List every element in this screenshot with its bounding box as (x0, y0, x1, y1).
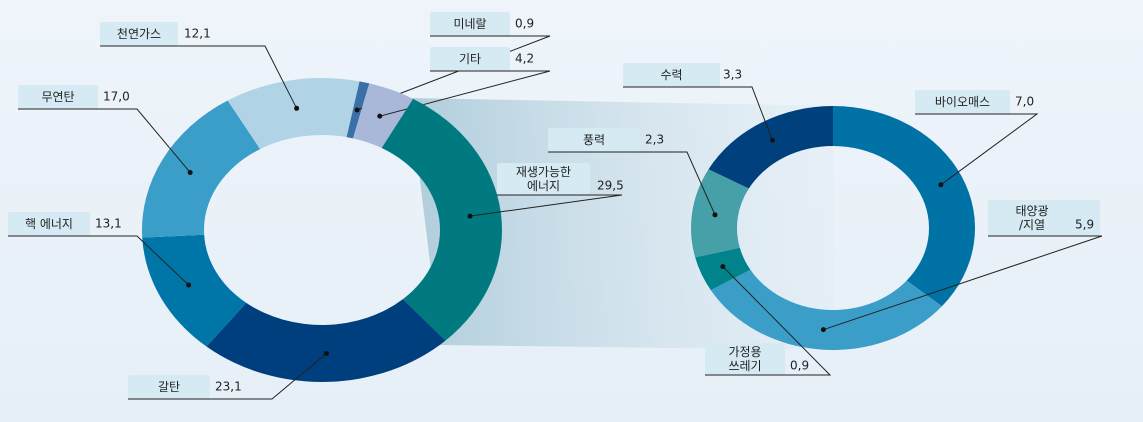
category-label: 핵 에너지 (25, 217, 73, 231)
donut-segment (708, 106, 833, 189)
category-label: 갈탄 (158, 380, 180, 394)
leader-dot (467, 213, 473, 219)
category-line: /지열 (1019, 218, 1045, 232)
category-label: 미네랄 (453, 17, 486, 31)
leader-line (128, 353, 327, 400)
leader-line (8, 235, 189, 286)
leader-dot (377, 113, 383, 119)
leader-dot (820, 327, 826, 333)
leader-line (379, 70, 551, 117)
value-label: 23,1 (215, 380, 242, 394)
value-label: 4,2 (515, 52, 534, 66)
category-line: 수력 (660, 68, 682, 82)
leader-dot (294, 105, 300, 111)
category-line: 핵 에너지 (25, 217, 73, 231)
donut-segment (227, 78, 360, 150)
category-line: 기타 (459, 52, 481, 66)
leader-dot (354, 107, 360, 113)
label-box (548, 128, 640, 152)
label-box (497, 163, 590, 195)
donut-segment (141, 100, 261, 238)
leader-line (915, 113, 1039, 186)
label-box (705, 343, 785, 375)
leader-dot (186, 282, 192, 288)
leader-dot (938, 182, 944, 188)
category-label: 천연가스 (117, 26, 161, 41)
category-label: 기타 (459, 52, 481, 66)
category-label: 재생가능한 에너지 (516, 165, 571, 193)
donut-segment (206, 299, 446, 382)
value-label: 0,9 (515, 17, 534, 31)
category-line: 가정용 (728, 345, 761, 359)
label-box (988, 200, 1100, 236)
category-label: 태양광/지열 (1015, 204, 1048, 232)
value-label: 17,0 (103, 90, 130, 104)
value-label: 29,5 (597, 179, 624, 193)
donut-segment (381, 98, 502, 341)
leader-line (823, 235, 1103, 331)
leader-line (469, 194, 623, 217)
category-line: 재생가능한 (516, 165, 571, 179)
label-box (915, 90, 1010, 114)
leader-line (356, 35, 551, 111)
label-box (8, 212, 90, 236)
donut-segment (690, 169, 749, 258)
leader-line (18, 108, 191, 173)
value-label: 3,3 (723, 68, 742, 82)
label-box (18, 85, 98, 109)
category-label: 무연탄 (41, 90, 74, 104)
category-label: 가정용 쓰레기 (728, 345, 761, 373)
value-label: 0,9 (790, 359, 809, 373)
leader-dot (323, 350, 329, 356)
leader-line (623, 86, 773, 141)
category-line: 미네랄 (453, 17, 486, 31)
category-line: 풍력 (583, 133, 605, 147)
category-line: 무연탄 (41, 90, 74, 104)
label-box (128, 375, 210, 399)
category-label: 수력 (660, 68, 682, 82)
category-line: 쓰레기 (728, 359, 761, 373)
category-line: 천연가스 (117, 26, 161, 41)
category-label: 바이오매스 (935, 95, 990, 109)
value-label: 13,1 (95, 217, 122, 231)
category-line: 태양광 (1015, 204, 1048, 218)
label-box (430, 47, 510, 71)
value-label: 12,1 (184, 27, 211, 41)
leader-line (100, 45, 298, 109)
leader-dot (187, 169, 193, 175)
value-label: 2,3 (645, 133, 664, 147)
label-box (430, 12, 510, 36)
leader-dot (720, 264, 726, 270)
value-label: 7,0 (1015, 95, 1034, 109)
category-line: 갈탄 (158, 380, 180, 394)
category-label: 풍력 (583, 133, 605, 147)
category-line: 바이오매스 (935, 95, 990, 109)
leader-dot (769, 137, 775, 143)
label-box (100, 22, 178, 46)
donut-segment (833, 106, 975, 307)
category-line: 에너지 (527, 179, 560, 193)
leader-line (548, 151, 716, 216)
value-label: 5,9 (1075, 218, 1094, 232)
leader-line (705, 266, 832, 376)
leader-dot (712, 212, 718, 218)
label-box (623, 63, 720, 87)
donut-segment (710, 269, 942, 350)
donut-segment (142, 234, 247, 347)
